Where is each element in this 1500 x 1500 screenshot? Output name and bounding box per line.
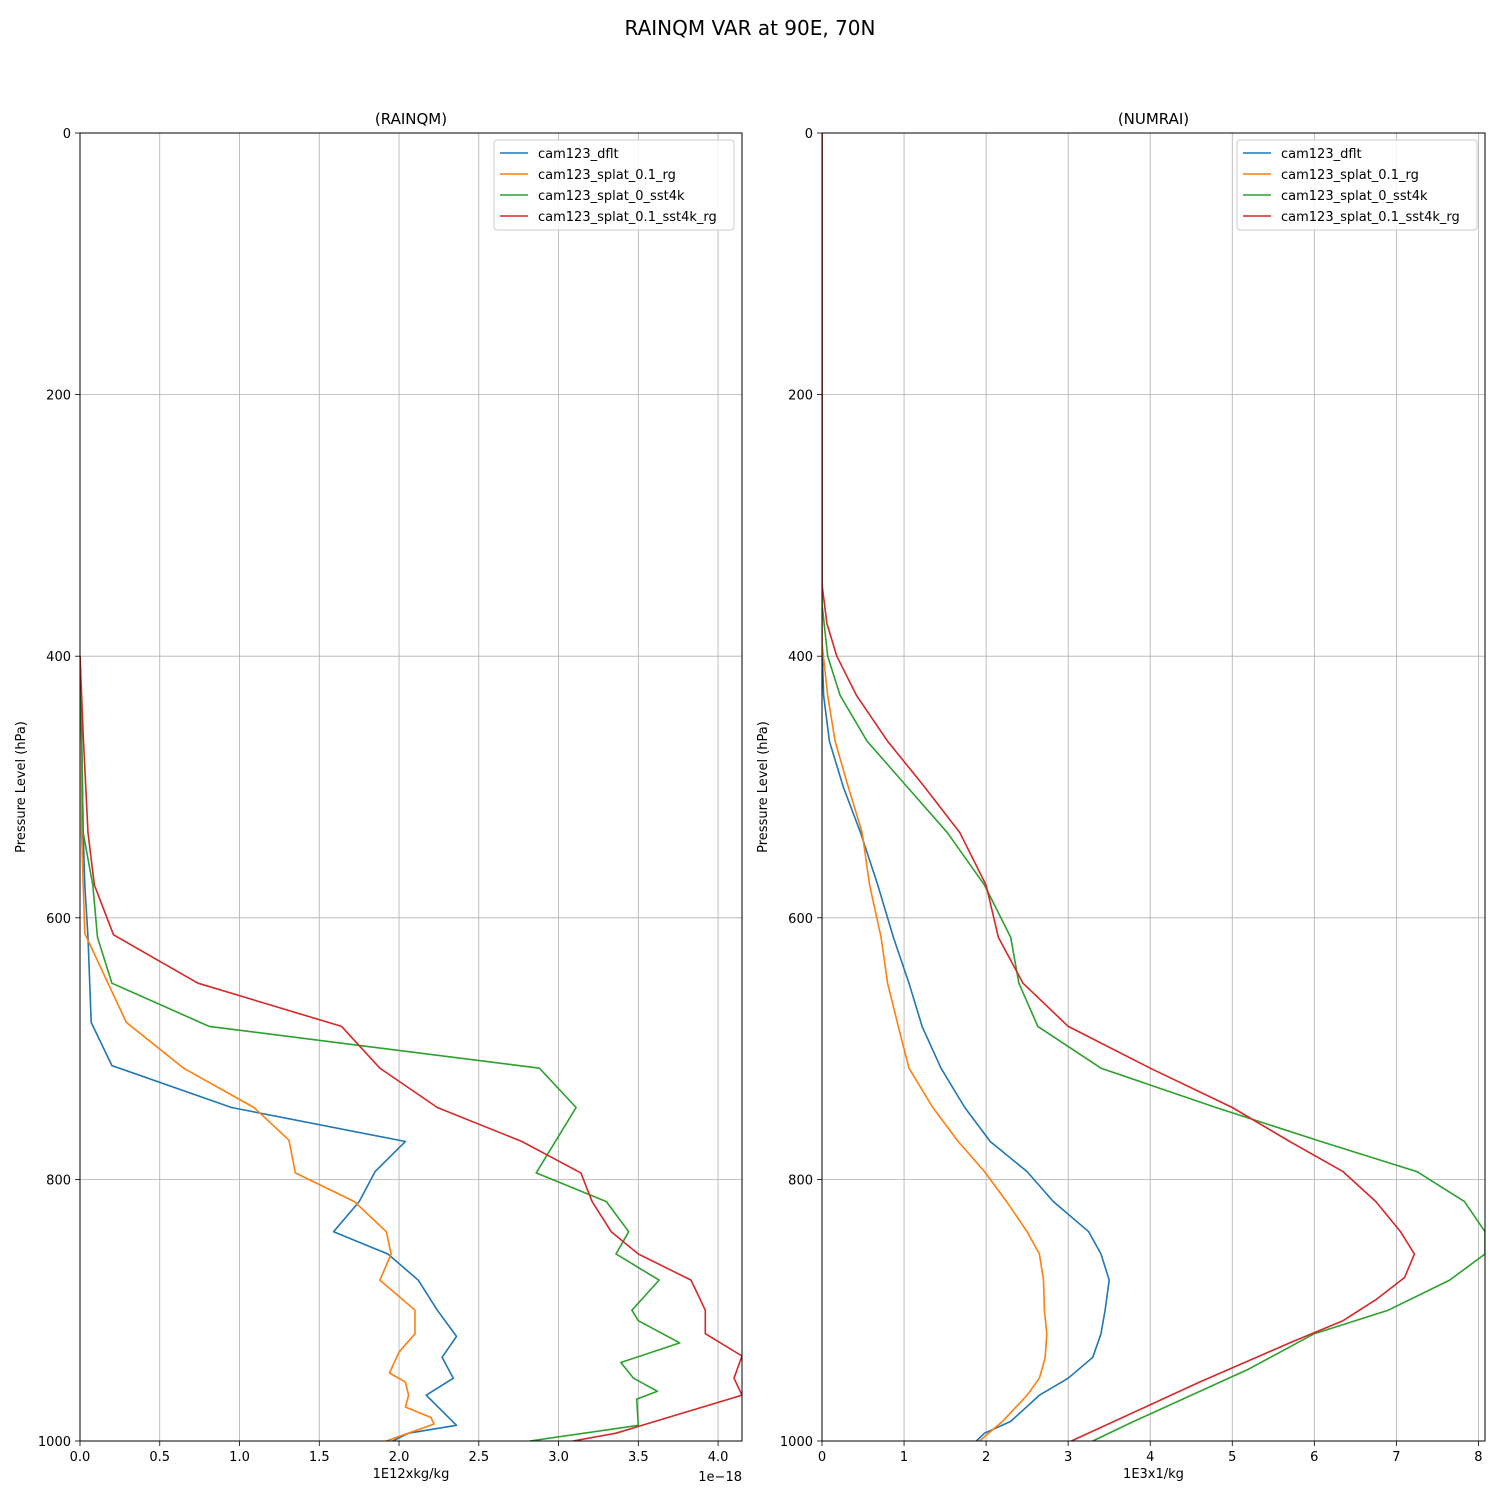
chart-rainqm-x-tick-label: 3.0 — [548, 1450, 569, 1465]
chart-numrai-x-tick-label: 1 — [900, 1450, 908, 1465]
chart-rainqm-title: (RAINQM) — [375, 110, 447, 128]
chart-rainqm-y-tick-label: 0 — [63, 127, 71, 142]
chart-rainqm-x-tick-label: 0.0 — [70, 1450, 91, 1465]
chart-numrai-x-tick-label: 8 — [1474, 1450, 1482, 1465]
chart-rainqm-y-tick-label: 400 — [46, 650, 71, 665]
chart-rainqm-x-tick-label: 2.0 — [389, 1450, 410, 1465]
chart-numrai-x-tick-label: 0 — [818, 1450, 826, 1465]
chart-numrai-x-tick-label: 4 — [1146, 1450, 1154, 1465]
chart-rainqm-legend-entry: cam123_dflt — [538, 147, 619, 162]
chart-numrai-series-cam123-splat-0-1-rg — [822, 133, 1048, 1441]
chart-rainqm-y-axis-label: Pressure Level (hPa) — [14, 721, 29, 853]
chart-rainqm-legend: cam123_dflt cam123_splat_0.1_rg cam123_spl… — [493, 139, 735, 231]
chart-numrai-y-tick-label: 400 — [788, 650, 813, 665]
chart-rainqm-x-axis-label: 1E12xkg/kg — [373, 1467, 450, 1482]
figure-title: RAINQM VAR at 90E, 70N — [624, 16, 876, 40]
chart-numrai-y-tick-label: 200 — [788, 389, 813, 404]
chart-numrai-axes-frame — [821, 132, 1486, 1442]
chart-rainqm-x-tick-label: 0.5 — [149, 1450, 170, 1465]
chart-numrai-legend-entry: cam123_splat_0.1_sst4k_rg — [1281, 210, 1460, 225]
chart-numrai-y-tick-label: 0 — [805, 127, 813, 142]
chart-numrai-x-tick-label: 5 — [1228, 1450, 1236, 1465]
chart-numrai-y-tick-label: 800 — [788, 1173, 813, 1188]
chart-rainqm-legend-entry: cam123_splat_0_sst4k — [538, 189, 685, 204]
chart-rainqm-y-tick-label: 200 — [46, 389, 71, 404]
chart-numrai-y-tick-label: 1000 — [780, 1435, 813, 1450]
chart-numrai-legend-entry: cam123_splat_0_sst4k — [1281, 189, 1428, 204]
chart-numrai-legend-entry: cam123_splat_0.1_rg — [1281, 168, 1419, 183]
chart-numrai-title: (NUMRAI) — [1118, 110, 1189, 128]
chart-rainqm-x-tick-label: 1.5 — [309, 1450, 330, 1465]
chart-rainqm-y-tick-label: 800 — [46, 1173, 71, 1188]
chart-rainqm-series-cam123-splat-0-1-rg — [80, 656, 435, 1441]
chart-numrai-series-cam123-dflt — [822, 133, 1110, 1441]
chart-rainqm-legend-entry: cam123_splat_0.1_rg — [538, 168, 676, 183]
chart-numrai-x-axis-label: 1E3x1/kg — [1123, 1467, 1184, 1482]
chart-numrai-legend-box — [1236, 139, 1478, 231]
chart-rainqm-x-tick-label: 2.5 — [468, 1450, 489, 1465]
chart-numrai-x-tick-label: 3 — [1064, 1450, 1072, 1465]
chart-rainqm-panel: 0.0 0.5 1.0 1.5 2.0 2.5 3.0 3.5 4.0 0 200 400 600 800… — [14, 110, 743, 1485]
chart-numrai-panel: 0 1 2 3 4 5 6 7 8 0 200 400 600 800 1000 (NUMRAI) 1E3x1/… — [756, 110, 1486, 1482]
chart-rainqm-x-tick-label: 1.0 — [229, 1450, 250, 1465]
chart-numrai-x-tick-label: 2 — [982, 1450, 990, 1465]
chart-rainqm-x-tick-label: 3.5 — [628, 1450, 649, 1465]
chart-rainqm-series-cam123-dflt — [80, 656, 458, 1441]
chart-rainqm-y-tick-label: 1000 — [38, 1435, 71, 1450]
chart-rainqm-legend-entry: cam123_splat_0.1_sst4k_rg — [538, 210, 717, 225]
chart-rainqm-legend-box — [493, 139, 735, 231]
chart-numrai-x-tick-label: 7 — [1392, 1450, 1400, 1465]
chart-numrai-x-tick-label: 6 — [1310, 1450, 1318, 1465]
chart-numrai-y-tick-label: 600 — [788, 912, 813, 927]
chart-rainqm-series-cam123-splat-0-1-sst4k-rg — [80, 656, 742, 1441]
chart-numrai-legend-entry: cam123_dflt — [1281, 147, 1362, 162]
chart-numrai-legend: cam123_dflt cam123_splat_0.1_rg cam123_spl… — [1236, 139, 1478, 231]
chart-rainqm-x-offset-text: 1e−18 — [698, 1470, 742, 1485]
chart-numrai-series-cam123-splat-0-sst4k — [822, 133, 1485, 1441]
chart-rainqm-axes-frame — [79, 132, 743, 1442]
chart-numrai-series-cam123-splat-0-1-sst4k-rg — [822, 133, 1416, 1441]
chart-rainqm-series-cam123-splat-0-sst4k — [80, 656, 681, 1441]
chart-rainqm-y-tick-label: 600 — [46, 912, 71, 927]
chart-numrai-y-axis-label: Pressure Level (hPa) — [756, 721, 771, 853]
chart-rainqm-x-tick-label: 4.0 — [708, 1450, 729, 1465]
